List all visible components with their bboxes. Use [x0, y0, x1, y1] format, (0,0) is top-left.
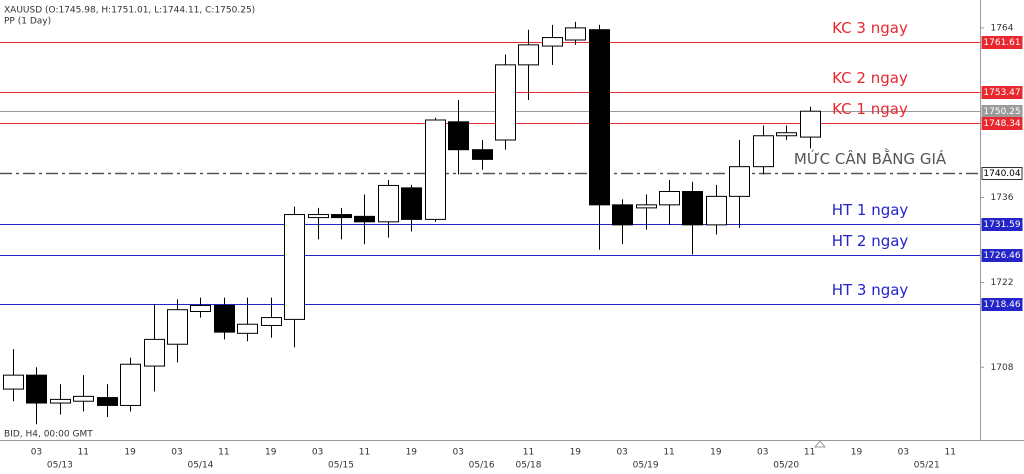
candle-body	[636, 204, 657, 209]
candle-body	[612, 204, 633, 226]
candle-body	[144, 338, 165, 367]
y-tick-label: 1722	[991, 278, 1014, 288]
x-tick-label: 19	[406, 448, 418, 458]
candles	[3, 21, 821, 425]
y-tick-label: 1764	[991, 23, 1014, 33]
price-label: 1731.59	[983, 220, 1020, 230]
price-label: 1761.61	[983, 38, 1020, 48]
x-tick-label: 03	[312, 448, 323, 458]
x-tick-label: 11	[359, 448, 370, 458]
level-annotation: KC 1 ngay	[832, 100, 908, 118]
levels: 1761.61 KC 3 ngay 1753.47 KC 2 ngay 1750.25 1…	[0, 19, 1023, 311]
level-annotation: KC 3 ngay	[832, 19, 908, 37]
x-tick-label: 03	[898, 448, 909, 458]
level-annotation: HT 2 ngay	[832, 232, 909, 250]
price-label-box	[981, 249, 1023, 262]
x-tick-label: 11	[663, 448, 674, 458]
level-annotation: KC 2 ngay	[832, 69, 908, 87]
candle-body	[472, 149, 493, 160]
y-tick-label: 1736	[991, 193, 1014, 203]
x-tick-label: 11	[804, 448, 815, 458]
candle-body	[214, 304, 235, 333]
date-label: 05/16	[469, 461, 495, 471]
candle-body	[706, 195, 727, 226]
candle-body	[682, 191, 703, 226]
date-label: 05/15	[328, 461, 354, 471]
price-label-box	[981, 218, 1023, 231]
price-label-box	[981, 167, 1023, 180]
price-label: 1718.46	[983, 300, 1020, 310]
candle-body	[495, 64, 516, 141]
x-tick-label: 03	[31, 448, 42, 458]
x-tick-label: 11	[944, 448, 955, 458]
candle-body	[448, 121, 469, 151]
candle-body	[3, 374, 24, 390]
x-tick-label: 11	[218, 448, 229, 458]
candle-body	[800, 110, 821, 138]
candle-body	[565, 27, 586, 41]
candle-body	[50, 398, 71, 404]
price-label-box	[981, 36, 1023, 49]
candle-body	[331, 214, 352, 219]
indicator-label: PP (1 Day)	[4, 17, 51, 27]
x-tick-label: 19	[570, 448, 582, 458]
candle-body	[378, 184, 399, 223]
x-tick-label: 03	[757, 448, 768, 458]
x-tick-label: 11	[78, 448, 89, 458]
candle-body	[120, 363, 141, 406]
price-label: 1753.47	[983, 88, 1020, 98]
date-label: 05/14	[187, 461, 213, 471]
price-label-box	[981, 117, 1023, 130]
candle-body	[97, 397, 118, 406]
candle-body	[237, 323, 258, 334]
x-tick-label: 03	[452, 448, 463, 458]
level-annotation: HT 1 ngay	[832, 201, 909, 219]
candle-body	[26, 374, 47, 404]
candle-body	[354, 215, 375, 223]
x-tick-label: 19	[710, 448, 722, 458]
candle-body	[589, 29, 610, 206]
date-label: 05/21	[914, 461, 940, 471]
candle-body	[401, 187, 422, 220]
candle-body	[776, 132, 797, 137]
date-label: 05/18	[515, 461, 541, 471]
candle-body	[729, 166, 750, 197]
x-tick-label: 19	[265, 448, 277, 458]
date-label: 05/13	[47, 461, 73, 471]
axes: 1708 1722 1736 1764 03 05/13 11 19 03 05/14 11 19 03…	[31, 23, 1014, 470]
date-label: 05/20	[773, 461, 799, 471]
x-tick-label: 03	[616, 448, 627, 458]
x-tick-label: 11	[523, 448, 534, 458]
level-annotation: HT 3 ngay	[832, 281, 909, 299]
candle-body	[753, 135, 774, 168]
candle-body	[659, 191, 680, 206]
price-label: 1748.34	[983, 119, 1020, 129]
marker-icon	[813, 440, 827, 448]
level-annotation: MỨC CÂN BẰNG GIÁ	[794, 147, 947, 168]
x-tick-label: 19	[851, 448, 863, 458]
candle-body	[284, 214, 305, 320]
y-tick-label: 1708	[991, 363, 1014, 373]
candle-body	[308, 214, 329, 219]
candle-body	[73, 395, 94, 402]
x-tick-label: 19	[124, 448, 136, 458]
candle-body	[190, 304, 211, 313]
candle-body	[518, 44, 539, 66]
price-label: 1750.25	[983, 107, 1020, 117]
candle-body	[261, 317, 282, 326]
candle-body	[167, 309, 188, 345]
price-label-box	[981, 86, 1023, 99]
x-tick-label: 03	[171, 448, 182, 458]
price-label-box	[981, 298, 1023, 311]
chart-title: XAUUSD (O:1745.98, H:1751.01, L:1744.11,…	[4, 6, 255, 16]
footnote: BID, H4, 00:00 GMT	[4, 430, 93, 440]
price-label: 1740.04	[983, 169, 1020, 179]
date-label: 05/19	[633, 461, 659, 471]
price-label: 1726.46	[983, 251, 1020, 261]
candle-body	[542, 37, 563, 47]
candle-body	[425, 119, 446, 220]
